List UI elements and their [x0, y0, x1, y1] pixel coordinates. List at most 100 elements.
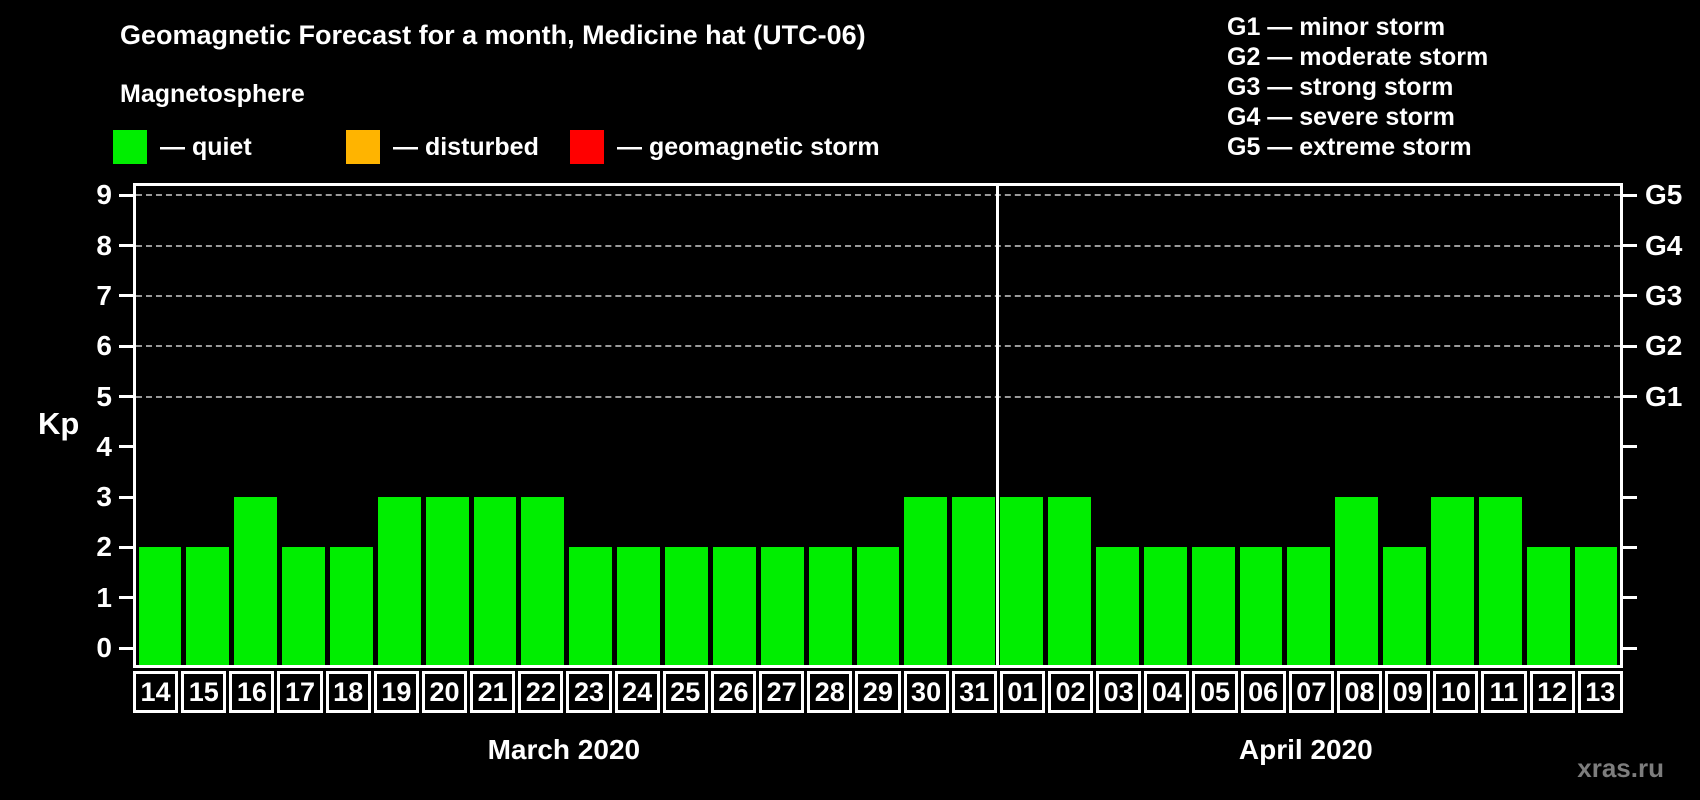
plot-area [133, 183, 1623, 668]
y-tick-left-6 [119, 344, 133, 348]
y-tick-label-8: 8 [96, 229, 112, 261]
gridline-kp8 [136, 244, 1620, 247]
y-tick-right-2 [1623, 545, 1637, 549]
kp-bar-day-16 [234, 497, 278, 665]
g-legend-line-g4: G4 — severe storm [1227, 103, 1455, 131]
y-tick-right-7 [1623, 294, 1637, 298]
storm-color-swatch [570, 130, 604, 164]
gridline-kp7 [136, 294, 1620, 297]
legend-label-quiet: — quiet [160, 132, 252, 161]
day-label-cell-24: 24 [614, 671, 660, 713]
kp-bar-day-30 [904, 497, 948, 665]
y-tick-label-5: 5 [96, 380, 112, 412]
day-label-cell-26: 26 [710, 671, 757, 713]
y-tick-left-4 [119, 445, 133, 449]
y-tick-left-3 [119, 495, 133, 499]
kp-bar-day-14 [138, 547, 182, 665]
y-tick-left-5 [119, 395, 133, 398]
day-label-cell-01: 01 [999, 671, 1045, 713]
g-legend-line-g2: G2 — moderate storm [1227, 43, 1489, 71]
legend-label-disturbed: — disturbed [393, 132, 539, 161]
kp-bar-day-01 [1000, 497, 1044, 665]
kp-bar-day-26 [712, 547, 756, 665]
day-label-cell-16: 16 [229, 671, 275, 713]
day-label-cell-13: 13 [1577, 671, 1623, 713]
disturbed-color-swatch [346, 130, 380, 164]
day-label-cell-23: 23 [566, 671, 612, 713]
day-label-cell-30: 30 [903, 671, 949, 713]
y-tick-left-9 [119, 193, 133, 197]
kp-bar-day-03 [1095, 547, 1139, 665]
y-tick-label-2: 2 [96, 531, 112, 563]
gridline-kp9 [136, 194, 1620, 197]
day-label-cell-06: 06 [1240, 671, 1286, 713]
y-tick-right-6 [1623, 344, 1637, 348]
g-scale-label-g4: G4 [1645, 229, 1683, 261]
y-tick-left-8 [119, 244, 133, 248]
day-label-cell-29: 29 [855, 671, 901, 713]
y-tick-label-7: 7 [96, 279, 112, 311]
kp-bar-day-29 [856, 547, 900, 665]
kp-bar-day-02 [1048, 497, 1091, 665]
g-scale-label-g3: G3 [1645, 279, 1683, 311]
kp-bar-day-23 [569, 547, 613, 665]
kp-bar-day-25 [665, 547, 708, 665]
kp-bar-day-20 [425, 497, 469, 665]
day-label-cell-12: 12 [1529, 671, 1575, 713]
month-divider-line [996, 186, 1000, 665]
day-label-cell-02: 02 [1047, 671, 1094, 713]
watermark: xras.ru [1577, 753, 1664, 783]
day-label-cell-14: 14 [133, 671, 179, 713]
kp-bar-day-06 [1239, 547, 1283, 665]
legend-item-quiet: — quiet [113, 130, 252, 164]
day-label-cell-18: 18 [325, 671, 371, 713]
day-label-cell-07: 07 [1288, 671, 1334, 713]
day-label-cell-28: 28 [807, 671, 853, 713]
g-scale-label-g5: G5 [1645, 179, 1683, 211]
g-legend-line-g1: G1 — minor storm [1227, 13, 1446, 41]
y-tick-right-5 [1623, 395, 1637, 398]
day-label-cell-08: 08 [1336, 671, 1383, 713]
y-tick-left-2 [119, 545, 133, 549]
day-label-cell-15: 15 [181, 671, 227, 713]
kp-bar-day-07 [1287, 547, 1331, 665]
page-title: Geomagnetic Forecast for a month, Medici… [120, 20, 866, 50]
kp-bar-day-27 [760, 547, 804, 665]
kp-bar-day-22 [521, 497, 565, 665]
day-label-cell-04: 04 [1144, 671, 1190, 713]
y-tick-left-0 [119, 646, 133, 650]
kp-bar-day-21 [473, 497, 517, 665]
day-label-cell-22: 22 [518, 671, 564, 713]
g-scale-label-g2: G2 [1645, 330, 1683, 362]
y-tick-right-0 [1623, 646, 1637, 650]
kp-bar-day-09 [1383, 547, 1426, 665]
month-label-0: March 2020 [487, 734, 641, 765]
kp-bar-day-11 [1478, 497, 1522, 665]
y-tick-left-1 [119, 596, 133, 600]
g-legend-line-g5: G5 — extreme storm [1227, 133, 1472, 161]
kp-bar-day-04 [1143, 547, 1187, 665]
kp-bar-day-08 [1335, 497, 1379, 665]
kp-bar-day-18 [329, 547, 373, 665]
day-label-cell-19: 19 [373, 671, 419, 713]
y-tick-right-4 [1623, 445, 1637, 449]
legend-label-storm: — geomagnetic storm [617, 132, 880, 161]
kp-bar-day-31 [952, 497, 996, 665]
day-label-cell-03: 03 [1096, 671, 1142, 713]
day-label-cell-20: 20 [421, 671, 468, 713]
gridline-kp5 [136, 395, 1620, 398]
legend-item-storm: — geomagnetic storm [570, 130, 880, 164]
kp-bar-day-10 [1431, 497, 1474, 665]
y-tick-right-3 [1623, 495, 1637, 499]
kp-bar-day-12 [1526, 547, 1570, 665]
gridline-kp6 [136, 345, 1620, 348]
day-label-cell-31: 31 [951, 671, 997, 713]
kp-bar-day-24 [617, 547, 661, 665]
day-label-cell-27: 27 [759, 671, 805, 713]
day-label-cell-11: 11 [1481, 671, 1527, 713]
y-tick-label-0: 0 [96, 632, 112, 663]
y-tick-right-1 [1623, 596, 1637, 600]
quiet-color-swatch [113, 130, 147, 164]
y-tick-label-3: 3 [96, 481, 112, 513]
